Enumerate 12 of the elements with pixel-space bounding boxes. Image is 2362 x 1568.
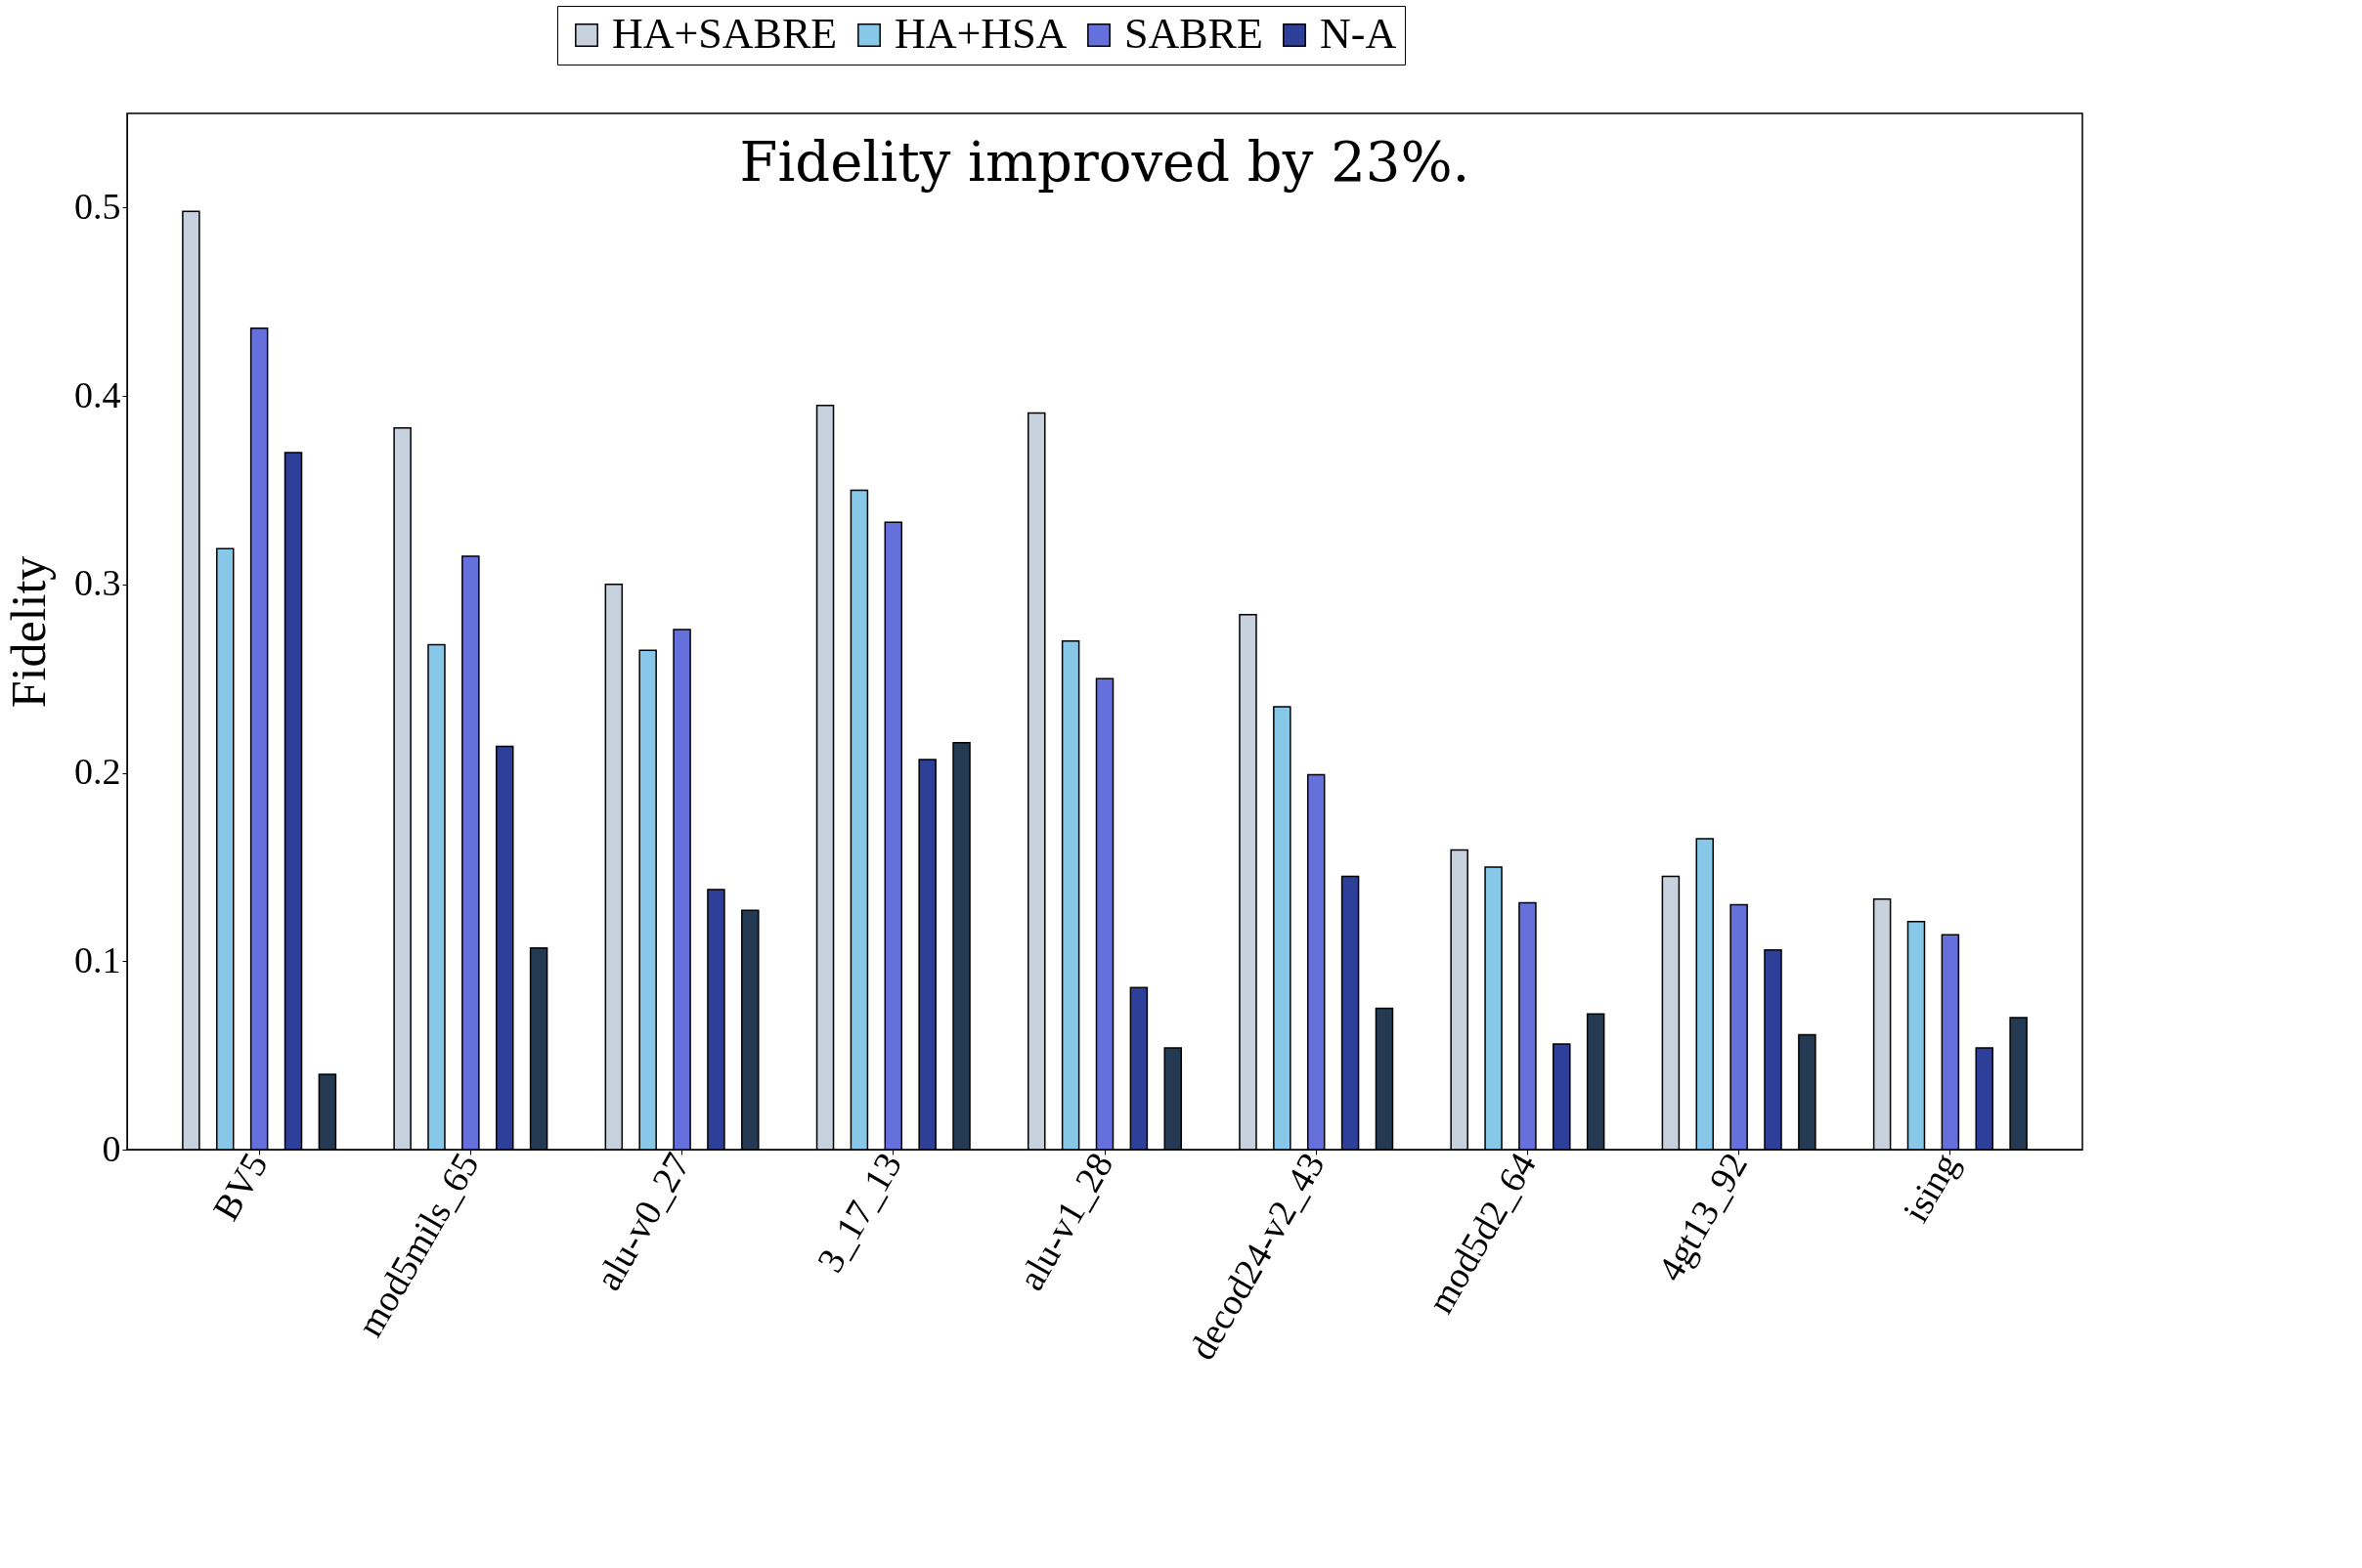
annotation: Fidelity improved by 23%. [739,130,1470,194]
legend-label: HA+SABRE [612,10,838,58]
y-tick-label: 0.3 [74,562,121,604]
y-tick-label: 0.5 [74,185,121,227]
legend-label: SABRE [1124,10,1263,58]
y-tick-label: 0.1 [74,938,121,980]
y-axis-title: Fidelity [1,555,56,709]
y-tick-label: 0.4 [74,373,121,415]
y-tick-label: 0 [102,1127,121,1169]
y-tick-label: 0.2 [74,751,121,793]
legend-label: N-A [1320,10,1397,58]
legend-label: HA+HSA [895,10,1068,58]
